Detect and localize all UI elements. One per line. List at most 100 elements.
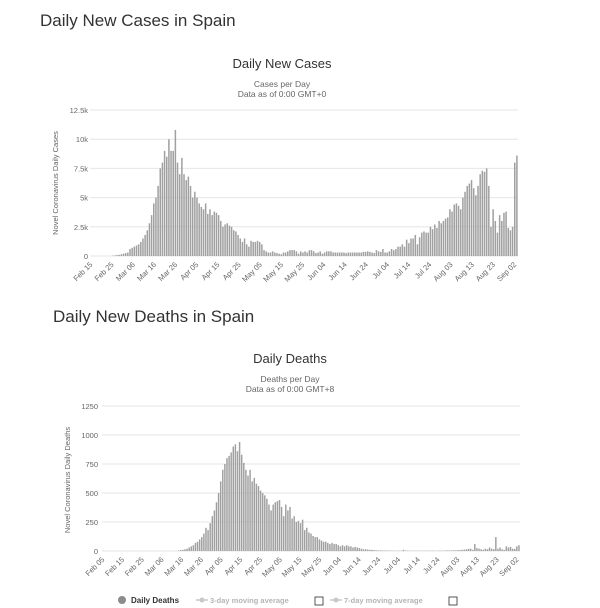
bar: [501, 549, 503, 551]
deaths-bars: [177, 441, 520, 551]
bar: [185, 180, 187, 256]
bar: [222, 226, 224, 256]
bar: [457, 205, 460, 256]
legend-item-3-day-average[interactable]: 3-day moving average: [196, 596, 289, 605]
bar: [297, 520, 300, 551]
bar: [209, 523, 211, 551]
y-tick-label: 0: [84, 252, 88, 261]
bar: [408, 243, 410, 256]
bar: [251, 481, 253, 551]
bar: [330, 251, 332, 256]
bar: [315, 253, 317, 256]
bar: [421, 232, 423, 256]
bar: [416, 244, 419, 256]
bar: [442, 220, 445, 256]
bar: [172, 150, 174, 256]
bar: [217, 215, 220, 256]
checkbox-3-day-average[interactable]: [314, 596, 324, 606]
bar: [499, 547, 501, 551]
bar: [507, 547, 510, 551]
bar: [388, 251, 391, 256]
bar: [142, 238, 144, 256]
checkbox-7-day-average[interactable]: [448, 596, 458, 606]
deaths-chart-subtitle-2: Data as of 0:00 GMT+8: [246, 384, 335, 394]
bar: [205, 527, 207, 551]
bar: [459, 209, 462, 256]
cases-chart-subtitle-2: Data as of 0:00 GMT+0: [238, 89, 327, 99]
bar: [129, 248, 131, 256]
bar: [170, 150, 172, 256]
bar: [324, 541, 327, 551]
bar: [280, 506, 283, 551]
bar: [455, 203, 458, 256]
bar: [495, 537, 497, 551]
bar: [392, 250, 395, 256]
bar: [230, 226, 233, 256]
bar: [367, 251, 369, 256]
x-tick-label: May 25: [300, 555, 324, 579]
bar: [488, 547, 491, 551]
bar: [320, 540, 323, 551]
bar: [213, 510, 216, 551]
bar: [219, 481, 222, 551]
bar: [118, 254, 120, 256]
bar: [308, 250, 311, 256]
x-tick-label: Mar 16: [135, 260, 158, 283]
x-tick-label: Jun 24: [360, 555, 382, 577]
bar: [360, 252, 363, 256]
legend-label-3-day: 3-day moving average: [210, 596, 289, 605]
bar: [269, 252, 272, 256]
bar: [131, 247, 133, 256]
bar: [168, 139, 170, 256]
x-tick-label: May 25: [283, 260, 307, 284]
bar: [243, 462, 245, 551]
bar: [265, 251, 267, 256]
deaths-chart-title: Daily Deaths: [253, 351, 327, 366]
bar: [438, 220, 440, 256]
y-tick-label: 2.5k: [74, 223, 88, 232]
bar: [459, 550, 461, 551]
bar: [245, 469, 247, 551]
bar: [310, 250, 313, 256]
bar: [377, 550, 379, 551]
bar: [150, 215, 153, 256]
bar: [375, 250, 378, 256]
bar: [503, 212, 505, 256]
bar: [412, 238, 414, 256]
bar: [338, 252, 341, 256]
bar: [144, 234, 146, 256]
legend-item-daily-deaths[interactable]: Daily Deaths: [118, 596, 180, 605]
daily-cases-chart: Daily New Cases Cases per Day Data as of…: [51, 56, 518, 284]
bar: [335, 544, 337, 551]
bar: [159, 168, 162, 256]
bar: [336, 252, 339, 256]
bar: [434, 224, 436, 256]
x-tick-label: Jul 04: [370, 260, 391, 281]
bar: [252, 241, 254, 256]
bar: [303, 530, 306, 551]
bar: [425, 232, 427, 256]
bar: [490, 226, 492, 256]
x-tick-label: Mar 06: [114, 260, 137, 283]
bar: [351, 252, 354, 256]
legend-item-7-day-average[interactable]: 7-day moving average: [330, 596, 423, 605]
legend-label-7-day: 7-day moving average: [344, 596, 423, 605]
bar: [483, 171, 486, 256]
bar: [333, 544, 335, 551]
x-tick-label: Mar 06: [143, 555, 166, 578]
cases-section-heading: Daily New Cases in Spain: [40, 11, 236, 30]
bar: [291, 518, 293, 551]
bar: [397, 246, 399, 256]
bar: [293, 250, 296, 256]
y-tick-label: 0: [94, 547, 98, 556]
bar: [446, 550, 449, 551]
x-tick-label: Apr 25: [221, 260, 243, 282]
bar: [461, 549, 463, 551]
bar: [405, 239, 408, 256]
x-tick-label: Mar 26: [182, 555, 205, 578]
bar: [382, 248, 384, 256]
bar: [155, 197, 157, 256]
bar: [431, 229, 434, 256]
bar: [481, 170, 484, 256]
bar: [327, 542, 329, 551]
